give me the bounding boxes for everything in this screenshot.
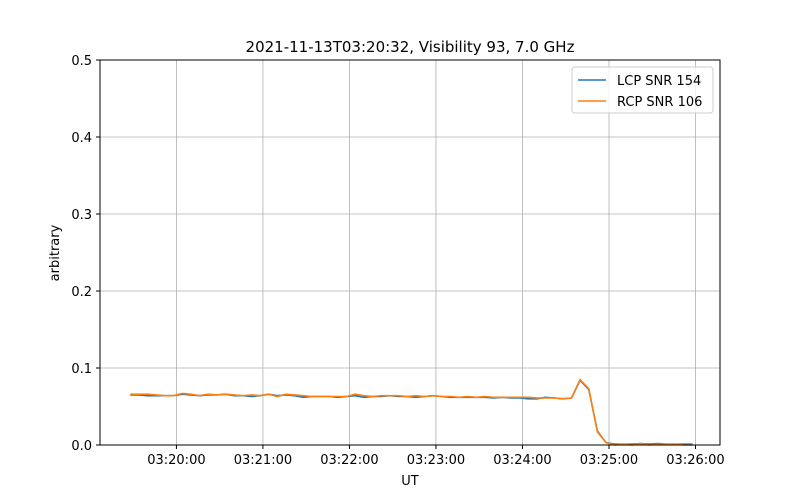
- x-axis-label: UT: [401, 474, 419, 489]
- y-tick-label: 0.1: [71, 362, 92, 377]
- x-tick-label: 03:23:00: [407, 453, 465, 468]
- x-tick-label: 03:20:00: [147, 453, 205, 468]
- y-tick-label: 0.4: [71, 131, 92, 146]
- y-tick-label: 0.5: [71, 54, 92, 69]
- x-tick-label: 03:21:00: [234, 453, 292, 468]
- chart-title: 2021-11-13T03:20:32, Visibility 93, 7.0 …: [246, 38, 575, 56]
- y-axis-label: arbitrary: [48, 224, 63, 281]
- legend-label: RCP SNR 106: [617, 95, 702, 110]
- y-tick-label: 0.3: [71, 208, 92, 223]
- series-line-lcp: [130, 378, 693, 446]
- x-tick-label: 03:25:00: [580, 453, 638, 468]
- series-line-rcp: [130, 378, 693, 446]
- x-tick-label: 03:26:00: [666, 453, 724, 468]
- plot-frame: [99, 59, 721, 446]
- y-tick-label: 0.0: [71, 439, 92, 454]
- x-tick-label: 03:24:00: [493, 453, 551, 468]
- legend-label: LCP SNR 154: [617, 74, 701, 89]
- x-tick-label: 03:22:00: [320, 453, 378, 468]
- legend: LCP SNR 154 RCP SNR 106: [571, 66, 714, 114]
- y-tick-label: 0.2: [71, 285, 92, 300]
